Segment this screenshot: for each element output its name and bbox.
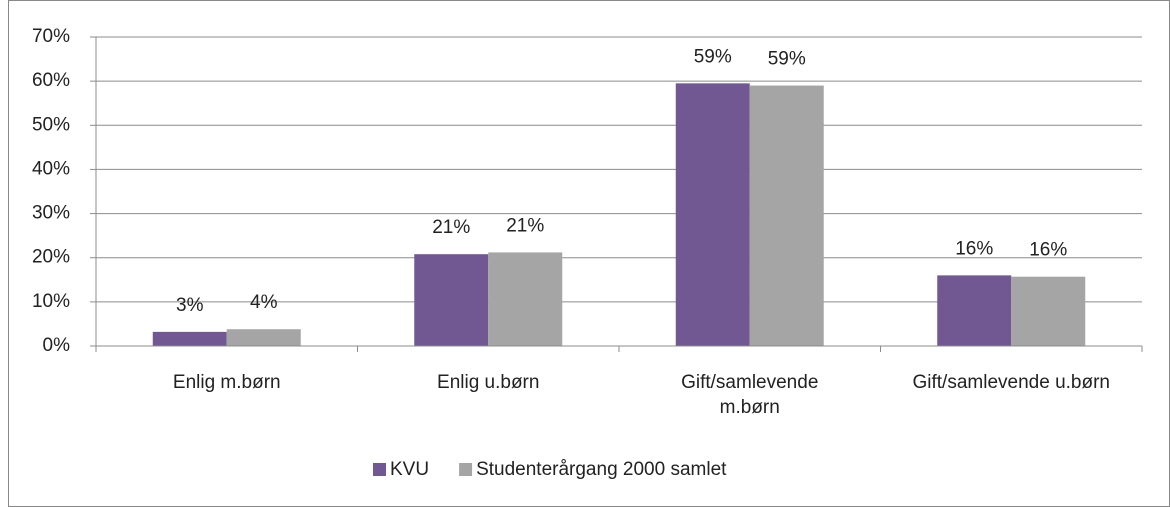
y-tick-label: 60% bbox=[32, 70, 70, 91]
y-tick-label: 10% bbox=[32, 291, 70, 312]
bar bbox=[152, 331, 227, 346]
data-label: 59% bbox=[694, 46, 732, 67]
data-label: 16% bbox=[955, 238, 993, 259]
bar bbox=[226, 329, 301, 346]
bar bbox=[1011, 276, 1086, 346]
y-tick-label: 70% bbox=[32, 26, 70, 47]
x-tick-label: Enlig m.børn bbox=[172, 372, 281, 393]
data-label: 21% bbox=[506, 215, 544, 236]
y-tick-label: 20% bbox=[32, 247, 70, 268]
y-tick-label: 0% bbox=[43, 335, 71, 356]
data-label: 21% bbox=[432, 217, 470, 238]
bar bbox=[937, 275, 1012, 346]
bar bbox=[488, 252, 563, 346]
data-label: 59% bbox=[768, 49, 806, 70]
data-label: 4% bbox=[250, 292, 278, 313]
data-label: 16% bbox=[1029, 240, 1067, 261]
bar bbox=[414, 254, 489, 346]
data-label: 3% bbox=[176, 295, 204, 316]
x-tick-label: Enlig u.børn bbox=[437, 372, 540, 393]
bar bbox=[675, 83, 750, 346]
legend-label: KVU bbox=[390, 459, 429, 480]
bar bbox=[749, 85, 824, 347]
legend-swatch bbox=[459, 463, 473, 476]
legend-label: Studenterårgang 2000 samlet bbox=[476, 459, 727, 480]
x-tick-label: Gift/samlevende m.børn bbox=[681, 372, 819, 418]
y-tick-label: 30% bbox=[32, 203, 70, 224]
y-tick-label: 50% bbox=[32, 114, 70, 135]
chart-border bbox=[8, 0, 1170, 507]
legend-swatch bbox=[373, 463, 386, 476]
y-tick-label: 40% bbox=[32, 158, 70, 179]
x-tick-label: Gift/samlevende u.børn bbox=[912, 372, 1110, 393]
